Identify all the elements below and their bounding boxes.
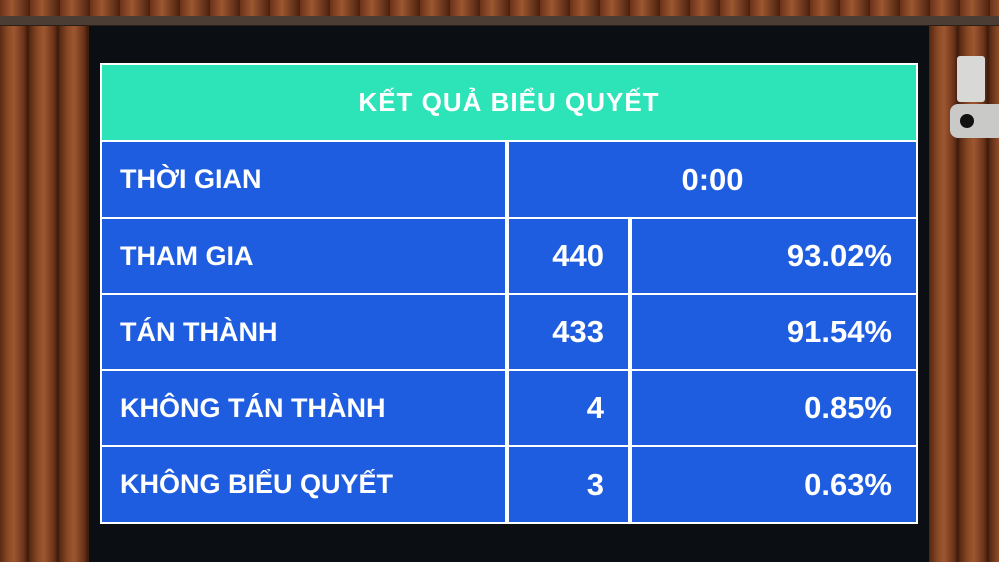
table-title: KẾT QUẢ BIỂU QUYẾT	[102, 65, 916, 140]
row-label-not-voting: KHÔNG BIỂU QUYẾT	[102, 447, 505, 522]
row-label-in-favor: TÁN THÀNH	[102, 295, 505, 369]
wood-panel-top	[0, 0, 999, 16]
security-camera	[950, 56, 999, 144]
row-count-in-favor: 433	[509, 295, 628, 369]
row-percent-not-voting: 0.63%	[632, 447, 916, 522]
row-count-participating: 440	[509, 219, 628, 293]
camera-mount	[957, 56, 985, 102]
row-count-against: 4	[509, 371, 628, 445]
row-percent-participating: 93.02%	[632, 219, 916, 293]
row-label-participating: THAM GIA	[102, 219, 505, 293]
camera-lens-icon	[960, 114, 974, 128]
row-count-not-voting: 3	[509, 447, 628, 522]
row-percent-against: 0.85%	[632, 371, 916, 445]
metal-rail	[0, 16, 999, 26]
row-label-against: KHÔNG TÁN THÀNH	[102, 371, 505, 445]
time-label: THỜI GIAN	[102, 142, 505, 217]
time-value: 0:00	[509, 142, 916, 217]
vote-results-table: KẾT QUẢ BIỂU QUYẾT THỜI GIAN 0:00 THAM G…	[100, 63, 918, 524]
row-percent-in-favor: 91.54%	[632, 295, 916, 369]
camera-head	[950, 104, 999, 138]
